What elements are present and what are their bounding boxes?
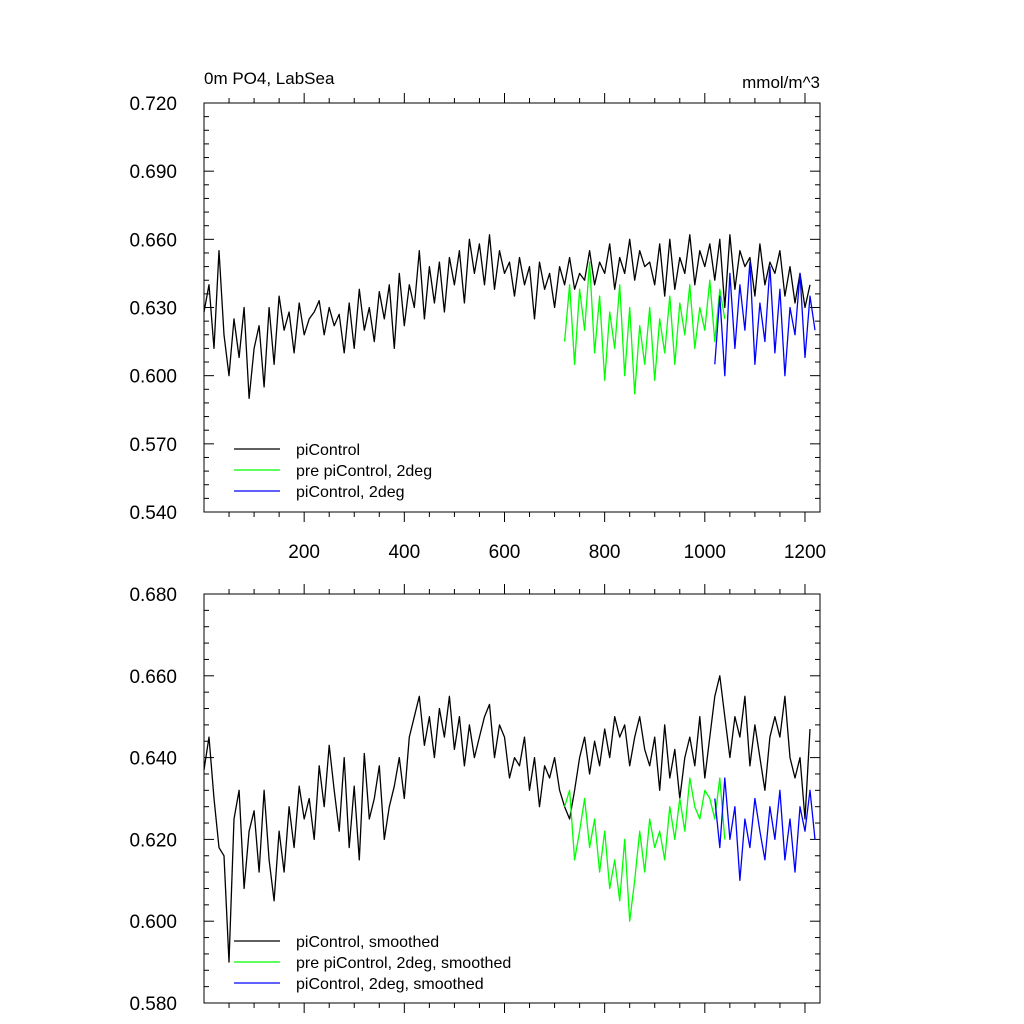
bottom-ytick-label: 0.660 — [129, 667, 177, 688]
bottom-ytick-label: 0.600 — [129, 912, 177, 933]
top-legend: piControl pre piControl, 2deg piControl,… — [234, 442, 432, 501]
bottom-legend-label-2: piControl, 2deg, smoothed — [296, 976, 484, 993]
top-ytick-label: 0.660 — [129, 230, 177, 251]
top-xtick-label: 1000 — [684, 542, 726, 563]
top-ytick-label: 0.600 — [129, 367, 177, 388]
top-series-group — [203, 234, 816, 400]
bottom-series-line-0 — [203, 675, 811, 963]
bottom-legend-label-1: pre piControl, 2deg, smoothed — [296, 955, 511, 972]
top-panel: 0m PO4, LabSea mmol/m^3 0.5400.5700.6000… — [129, 69, 826, 563]
bottom-series-line-2 — [714, 777, 816, 881]
top-xtick-label: 200 — [288, 542, 320, 563]
bottom-x-axis — [228, 584, 806, 1013]
top-units: mmol/m^3 — [742, 73, 820, 92]
bottom-panel: 0.580 0.600 0.620 0.640 0.660 0.680 piControl… — [129, 584, 821, 1015]
top-series-line-2 — [714, 261, 816, 377]
top-ytick-label: 0.540 — [129, 503, 177, 524]
top-title: 0m PO4, LabSea — [204, 69, 335, 88]
top-ytick-label: 0.690 — [129, 162, 177, 183]
bottom-series-group — [203, 675, 816, 963]
top-ytick-label: 0.720 — [129, 94, 177, 115]
bottom-frame — [203, 593, 821, 1004]
bottom-ytick-label: 0.620 — [129, 830, 177, 851]
bottom-ytick-label: 0.680 — [129, 585, 177, 606]
top-xtick-label: 600 — [489, 542, 521, 563]
top-legend-label-0: piControl — [296, 442, 360, 459]
top-xtick-label: 800 — [589, 542, 621, 563]
top-ytick-label: 0.630 — [129, 299, 177, 320]
top-series-line-1 — [563, 261, 726, 395]
top-y-axis: 0.540 0.570 0.600 0.630 0.660 0.690 0.720 — [129, 94, 820, 524]
bottom-ytick-label: 0.580 — [129, 994, 177, 1015]
top-xtick-label: 400 — [388, 542, 420, 563]
top-series-line-0 — [203, 234, 811, 400]
top-x-axis: 200 400 600 800 1000 1200 — [228, 93, 826, 563]
bottom-series-line-1 — [563, 777, 726, 922]
top-ytick-label: 0.570 — [129, 435, 177, 456]
bottom-y-axis: 0.580 0.600 0.620 0.640 0.660 0.680 — [129, 585, 820, 1015]
bottom-legend-label-0: piControl, smoothed — [296, 934, 439, 951]
bottom-ytick-label: 0.640 — [129, 749, 177, 770]
top-legend-label-1: pre piControl, 2deg — [296, 463, 432, 480]
bottom-legend: piControl, smoothed pre piControl, 2deg,… — [234, 934, 511, 993]
top-xtick-label: 1200 — [784, 542, 826, 563]
top-legend-label-2: piControl, 2deg — [296, 484, 405, 501]
